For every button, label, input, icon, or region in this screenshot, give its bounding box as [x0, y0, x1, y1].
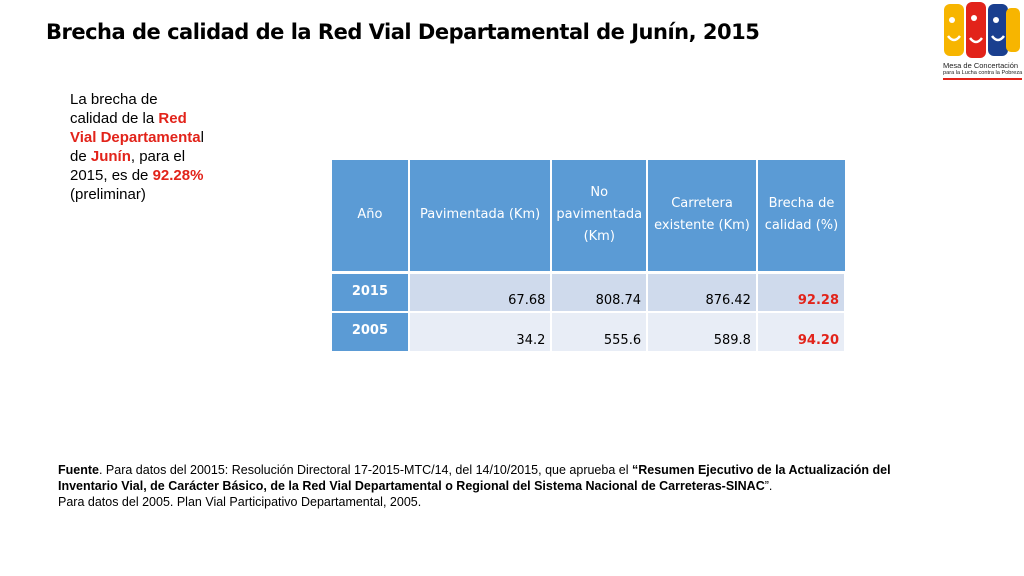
header-existing: Carretera existente (Km)	[647, 160, 758, 274]
table-row: 2015 67.68 808.74 876.42 92.28	[332, 272, 847, 313]
header-unpaved: No pavimentada (Km)	[551, 160, 649, 274]
row-year: 2015	[332, 272, 410, 313]
source-line-2: Para datos del 2005. Plan Vial Participa…	[58, 495, 422, 509]
row-year: 2005	[332, 312, 410, 353]
desc-text-4: (preliminar)	[70, 186, 146, 203]
logo-underline	[943, 78, 1022, 80]
row-existing: 589.8	[647, 312, 758, 353]
desc-text-1: La brecha de calidad de la	[70, 91, 159, 127]
desc-highlight-value: 92.28%	[152, 167, 204, 184]
row-unpaved: 555.6	[551, 312, 649, 353]
row-paved: 67.68	[408, 272, 553, 313]
source-bold-title: “Resumen Ejecutivo de la Actualización d…	[58, 463, 891, 493]
desc-text-2: l de	[70, 129, 204, 165]
source-line-1: Fuente. Para datos del 20015: Resolución…	[58, 462, 898, 494]
row-gap: 94.20	[756, 312, 847, 353]
description: La brecha de calidad de la Red Vial Depa…	[70, 90, 205, 204]
row-existing: 876.42	[647, 272, 758, 313]
row-gap: 92.28	[756, 272, 847, 313]
mesa-logo-icon	[944, 2, 1020, 58]
desc-highlight-region: Junín	[90, 148, 131, 165]
table-row: 2005 34.2 555.6 589.8 94.20	[332, 312, 847, 353]
logo-text-line1: Mesa de Concertación	[943, 61, 1019, 70]
header-year: Año	[332, 160, 410, 274]
table-header-row: Año Pavimentada (Km) No pavimentada (Km)…	[332, 160, 845, 274]
source-note: Fuente. Para datos del 20015: Resolución…	[58, 462, 898, 510]
header-gap: Brecha de calidad (%)	[756, 160, 845, 274]
source-label: Fuente	[58, 463, 99, 477]
source-text-1: . Para datos del 20015: Resolución Direc…	[98, 463, 632, 477]
row-unpaved: 808.74	[551, 272, 649, 313]
logo-text-line2: para la Lucha contra la Pobreza	[943, 70, 1023, 76]
page-title: Brecha de calidad de la Red Vial Departa…	[46, 20, 760, 44]
row-paved: 34.2	[408, 312, 553, 353]
desc-highlight-network: Red Vial Departamenta	[70, 110, 201, 146]
desc-text-3: , para el 2015, es de	[70, 148, 186, 184]
quality-gap-table: Año Pavimentada (Km) No pavimentada (Km)…	[332, 160, 847, 353]
header-paved: Pavimentada (Km)	[408, 160, 553, 274]
source-text-2: ”.	[764, 479, 773, 493]
